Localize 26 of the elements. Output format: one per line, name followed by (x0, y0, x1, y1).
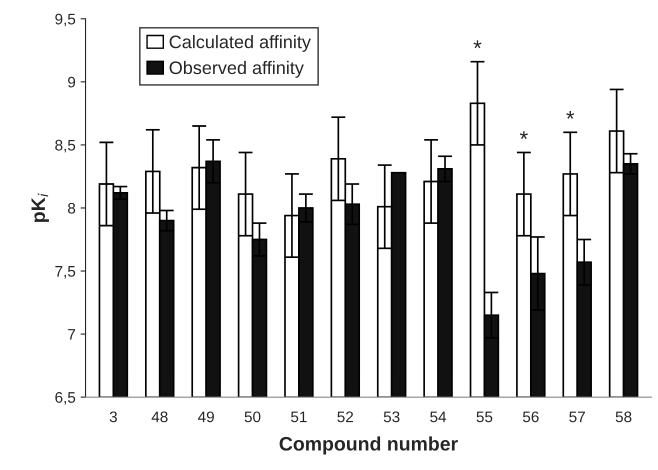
x-tick-label: 50 (244, 411, 260, 422)
annotation: * (566, 111, 574, 119)
x-tick-label: 52 (337, 411, 354, 422)
x-tick-label: 3 (110, 411, 117, 422)
y-tick-label: 8,5 (55, 140, 76, 152)
y-tick-label: 7 (68, 329, 76, 340)
x-tick-label: 51 (291, 412, 307, 422)
x-axis-title: Compound number (280, 436, 458, 455)
annotation: * (520, 131, 528, 139)
x-tick-label: 58 (616, 411, 632, 422)
y-tick-label: 9 (68, 76, 76, 88)
x-tick-label: 55 (476, 412, 492, 422)
y-tick-label: 7,5 (55, 266, 76, 279)
y-tick-label: 6,5 (55, 392, 76, 405)
x-tick-label: 56 (522, 411, 539, 422)
x-tick-label: 48 (152, 411, 168, 422)
x-tick-label: 49 (198, 411, 214, 422)
x-tick-label: 53 (384, 411, 400, 422)
annotation: * (474, 40, 482, 48)
y-axis-title: pK$_{i}$ (32, 193, 49, 222)
legend-label: Calculated affinity (170, 35, 311, 52)
x-tick-label: 57 (569, 412, 585, 422)
y-tick-label: 9,5 (55, 14, 76, 26)
y-tick-label: 8 (68, 202, 76, 214)
x-tick-label: 54 (430, 412, 446, 422)
legend-label: Observed affinity (170, 60, 304, 78)
